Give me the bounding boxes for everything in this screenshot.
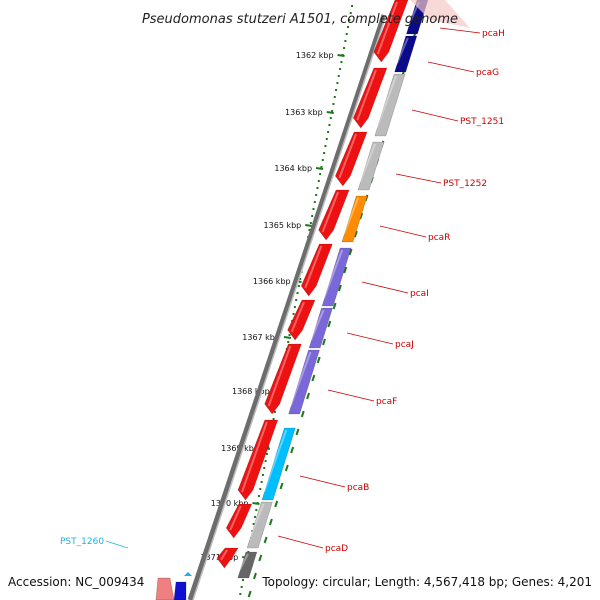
ruler-label: 1365 kbp — [264, 221, 302, 230]
forward-cds-arrow — [334, 131, 368, 187]
gene-label-pcah: pcaH — [482, 29, 505, 39]
map-title: Pseudomonas stutzeri A1501, complete gen… — [142, 12, 458, 27]
summary-text: Topology: circular; Length: 4,567,418 bp… — [261, 575, 592, 589]
forward-cds-arrow — [318, 189, 350, 241]
gene-track — [155, 0, 470, 600]
forward-cds-arrow — [216, 547, 239, 569]
genome-backbone — [187, 14, 387, 600]
gene-block — [394, 35, 418, 73]
gene-label-pcaf: pcaF — [376, 397, 397, 407]
forward-cds-arrow — [300, 243, 333, 297]
forward-cds-arrow — [287, 299, 316, 341]
forward-cds-arrow — [264, 343, 302, 415]
ruler-label: 1363 kbp — [285, 108, 323, 117]
ruler-label: 1362 kbp — [296, 51, 334, 60]
gene-label-pcai: pcaI — [410, 289, 429, 299]
forward-cds-arrow — [373, 0, 409, 63]
gene-block — [357, 141, 385, 191]
ruler-label: 1368 kbp — [232, 387, 270, 396]
gene-labels: pcaH pcaG PST_1251 PST_1252 pcaR pcaI pcaJ pcaF… — [60, 27, 505, 554]
ruler-label: 1364 kbp — [274, 164, 312, 173]
gene-label-pcad: pcaD — [325, 544, 348, 554]
gene-block — [341, 195, 368, 243]
gene-block — [246, 501, 273, 549]
gene-block — [308, 307, 333, 349]
forward-cds-track — [216, 0, 409, 569]
gene-block — [374, 73, 406, 137]
gene-label-pcar: pcaR — [428, 233, 450, 243]
gene-block — [321, 247, 352, 307]
gene-block — [288, 349, 320, 415]
ruler-dotted-line — [239, 5, 354, 595]
gene-label-pst_1252: PST_1252 — [443, 179, 487, 189]
gene-label-pcab: pcaB — [347, 483, 369, 493]
forward-cds-arrow — [225, 503, 253, 539]
gene-label-pcag: pcaG — [476, 68, 499, 78]
forward-cds-arrow — [352, 67, 388, 129]
forward-cds-arrow — [237, 419, 279, 501]
gene-block — [261, 427, 296, 501]
accession-text: Accession: NC_009434 — [8, 575, 144, 589]
gene-label-pcaj: pcaJ — [395, 340, 414, 350]
gene-label-pst_1251: PST_1251 — [460, 117, 504, 127]
gene-label-pst_1260: PST_1260 — [60, 537, 104, 547]
ruler-label: 1367 kbp — [242, 333, 280, 342]
ruler-label: 1366 kbp — [253, 277, 291, 286]
gene-block — [237, 551, 258, 579]
ruler-label: 1370 kbp — [211, 499, 249, 508]
